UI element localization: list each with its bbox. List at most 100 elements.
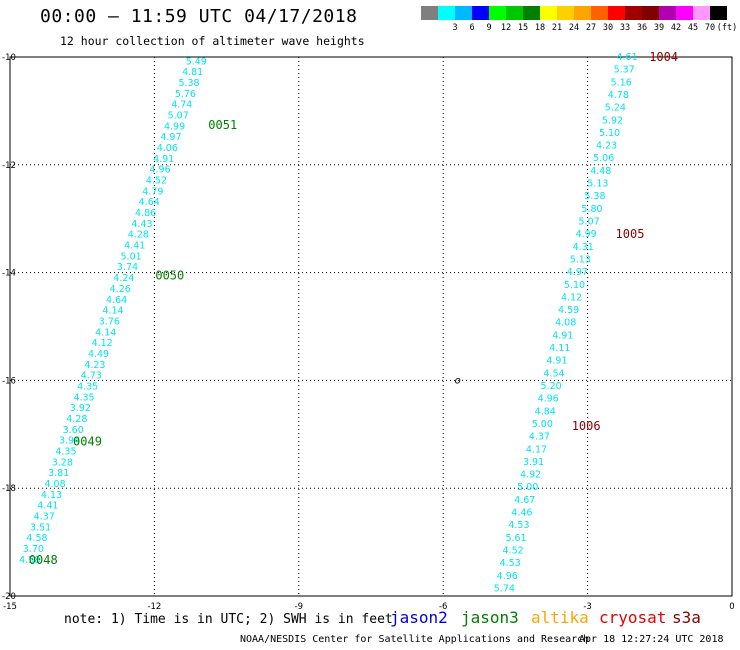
scale-label: 24: [568, 23, 580, 33]
pass-time-label: 0050: [155, 268, 184, 282]
wave-height-value: 4.79: [142, 186, 163, 197]
scale-label: 33: [619, 23, 631, 33]
scale-label: 12: [500, 23, 512, 33]
wave-height-value: 4.43: [131, 219, 152, 230]
wave-height-value: 5.74: [494, 583, 515, 594]
wave-height-value: 4.91: [153, 154, 174, 165]
wave-height-value: 5.24: [605, 103, 626, 114]
scale-swatch: [625, 6, 642, 20]
wave-height-value: 4.86: [135, 208, 156, 219]
wave-height-value: 4.46: [511, 508, 532, 519]
wave-height-value: 4.12: [561, 292, 582, 303]
x-tick-label: -12: [147, 602, 161, 612]
wave-height-value: 4.64: [106, 295, 127, 306]
y-tick-label: -16: [2, 376, 16, 386]
wave-height-value: 4.52: [503, 545, 524, 556]
scale-swatch: [472, 6, 489, 20]
wave-height-value: 4.49: [88, 349, 109, 360]
legend-altika: altika: [531, 608, 589, 627]
wave-height-value: 4.99: [164, 121, 185, 132]
wave-height-value: 5.76: [175, 89, 196, 100]
legend-jason3: jason3: [461, 608, 519, 627]
scale-unit: (ft): [716, 23, 738, 33]
wave-height-value: 3.28: [52, 457, 73, 468]
scale-label: 45: [687, 23, 699, 33]
wave-height-value: 4.31: [573, 242, 594, 253]
wave-height-value: 5.80: [581, 204, 602, 215]
wave-height-value: 4.61: [616, 52, 637, 63]
wave-height-value: 4.53: [500, 558, 521, 569]
wave-height-value: 4.11: [549, 343, 570, 354]
wave-height-value: 5.13: [570, 254, 591, 265]
pass-time-label: 0049: [73, 434, 102, 448]
scale-swatch: [421, 6, 438, 20]
legend-s3a: s3a: [672, 608, 701, 627]
wave-height-value: 4.81: [182, 67, 203, 78]
wave-height-value: 3.81: [48, 468, 69, 479]
wave-height-value: 4.35: [73, 392, 94, 403]
wave-height-value: 4.97: [567, 267, 588, 278]
scale-swatch: [676, 6, 693, 20]
pass-time-label: 1005: [616, 227, 645, 241]
pass-time-label: 1006: [572, 419, 601, 433]
wave-height-value: 4.64: [139, 197, 160, 208]
scale-swatch: [591, 6, 608, 20]
wave-height-value: 4.74: [171, 100, 192, 111]
wave-height-value: 4.14: [102, 306, 123, 317]
scale-swatch: [523, 6, 540, 20]
wave-height-value: 5.10: [564, 280, 585, 291]
wave-height-value: 4.14: [95, 327, 116, 338]
scale-label: 9: [486, 23, 492, 33]
scale-swatch: [438, 6, 455, 20]
scale-label: 6: [469, 23, 475, 33]
wave-height-value: 3.60: [63, 425, 84, 436]
legend-cryosat: cryosat: [599, 608, 667, 627]
wave-height-value: 4.52: [146, 176, 167, 187]
wave-height-value: 4.53: [508, 520, 529, 531]
wave-height-value: 5.07: [579, 216, 600, 227]
wave-height-value: 4.59: [558, 305, 579, 316]
wave-height-value: 5.61: [505, 533, 526, 544]
wave-height-value: 4.28: [66, 414, 87, 425]
y-tick-label: -12: [2, 161, 16, 171]
map-title: 00:00 – 11:59 UTC 04/17/2018: [40, 6, 358, 27]
wave-height-value: 4.84: [535, 406, 556, 417]
wave-height-value: 5.92: [602, 115, 623, 126]
wave-height-value: 4.24: [113, 273, 134, 284]
scale-label: 18: [534, 23, 546, 33]
scale-label: 42: [670, 23, 682, 33]
scale-swatch: [608, 6, 625, 20]
x-tick-label: -9: [295, 602, 303, 612]
wave-height-value: 3.70: [23, 544, 44, 555]
scale-label: 70: [704, 23, 716, 33]
wave-height-value: 4.06: [157, 143, 178, 154]
wave-height-value: 4.37: [529, 432, 550, 443]
wave-height-value: 4.73: [81, 371, 102, 382]
wave-height-value: 5.38: [584, 191, 605, 202]
map-frame: [9, 56, 733, 597]
wave-height-value: 3.76: [99, 316, 120, 327]
footnote: note: 1) Time is in UTC; 2) SWH is in fe…: [64, 612, 393, 627]
wave-height-value: 5.38: [178, 78, 199, 89]
wave-height-value: 3.74: [117, 262, 138, 273]
wave-height-value: 4.97: [160, 132, 181, 143]
wave-height-value: 5.37: [614, 65, 635, 76]
scale-swatch: [489, 6, 506, 20]
y-tick-label: -20: [2, 592, 16, 602]
generated-timestamp: Apr 18 12:27:24 UTC 2018: [579, 634, 724, 645]
scale-swatch: [506, 6, 523, 20]
wave-height-value: 4.96: [497, 571, 518, 582]
wave-height-value: 4.41: [124, 241, 145, 252]
wave-height-value: 4.28: [128, 230, 149, 241]
y-tick-label: -14: [2, 269, 16, 279]
legend-jason2: jason2: [390, 608, 448, 627]
wave-height-value: 4.78: [608, 90, 629, 101]
wave-height-value: 4.08: [44, 479, 65, 490]
wave-height-value: 4.58: [26, 533, 47, 544]
map-subtitle: 12 hour collection of altimeter wave hei…: [60, 34, 365, 48]
wave-height-value: 4.41: [37, 501, 58, 512]
wave-height-value: 4.96: [538, 394, 559, 405]
pass-time-label: 0051: [208, 118, 237, 132]
scale-swatch: [455, 6, 472, 20]
